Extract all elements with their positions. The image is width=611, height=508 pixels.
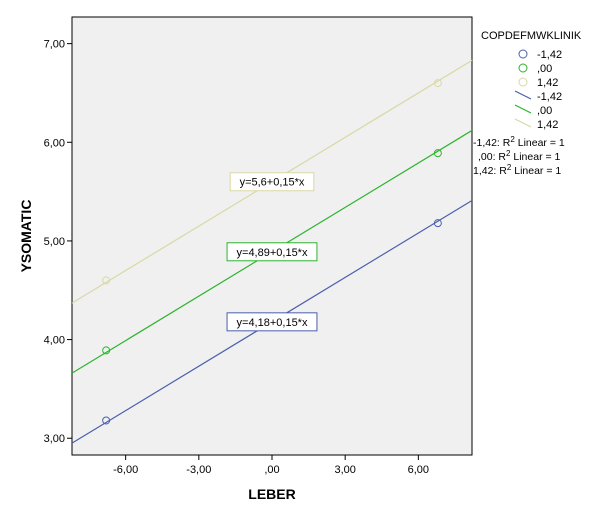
legend-label: ,00 [537, 63, 552, 75]
y-tick-label: 6,00 [44, 137, 65, 149]
data-point [433, 79, 442, 88]
x-tick-label: ,00 [264, 464, 279, 476]
legend-marker [518, 63, 528, 73]
x-tick-label: -6,00 [113, 464, 138, 476]
fit-label-box [229, 172, 315, 192]
fit-labels: y=4,18+0,15*x y=4,89+0,15*x y=5,6+0,15*x [226, 172, 318, 332]
legend-marker [518, 77, 528, 87]
x-tick-label: -3,00 [186, 464, 211, 476]
legend-label: -1,42 [537, 49, 562, 61]
data-point [433, 149, 442, 158]
legend-label: 1,42 [537, 119, 558, 131]
legend-label: 1,42 [537, 77, 558, 89]
legend-title: COPDEFMWKLINIK [481, 30, 582, 42]
fit-equation: y=4,18+0,15*x [237, 317, 308, 329]
data-point [102, 276, 111, 285]
legend-label: ,00 [537, 105, 552, 117]
legend-r2-label: ,00: R2 Linear = 1 [478, 149, 561, 163]
fit-label-box [226, 242, 318, 262]
fit-equation: y=4,89+0,15*x [237, 247, 308, 259]
data-points [102, 79, 442, 425]
data-point [102, 346, 111, 355]
fit-equation: y=5,6+0,15*x [240, 177, 305, 189]
y-axis-title: YSOMATIC [18, 200, 34, 273]
data-point [102, 416, 111, 425]
legend-r2-label: -1,42: R2 Linear = 1 [473, 135, 565, 149]
y-tick-label: 5,00 [44, 236, 65, 248]
plot-background [71, 16, 473, 456]
y-tick-label: 7,00 [44, 39, 65, 51]
x-tick-label: 3,00 [334, 464, 355, 476]
legend-r2-label: 1,42: R2 Linear = 1 [473, 163, 561, 177]
x-axis-title: LEBER [248, 486, 295, 502]
legend: COPDEFMWKLINIK -1,42 ,00 1,42 -1,42 ,00 1,42 -… [473, 30, 582, 177]
y-tick-label: 3,00 [44, 433, 65, 445]
fit-label-box [226, 312, 318, 332]
legend-label: -1,42 [537, 91, 562, 103]
x-tick-label: 6,00 [408, 464, 429, 476]
legend-marker [518, 49, 528, 59]
y-axis: 3,00 4,00 5,00 6,00 7,00 [44, 39, 72, 445]
legend-line [514, 118, 532, 128]
legend-line [514, 90, 532, 100]
y-tick-label: 4,00 [44, 335, 65, 347]
legend-line [514, 104, 532, 114]
data-point [433, 219, 442, 228]
x-axis: -6,00 -3,00 ,00 3,00 6,00 [113, 455, 429, 476]
